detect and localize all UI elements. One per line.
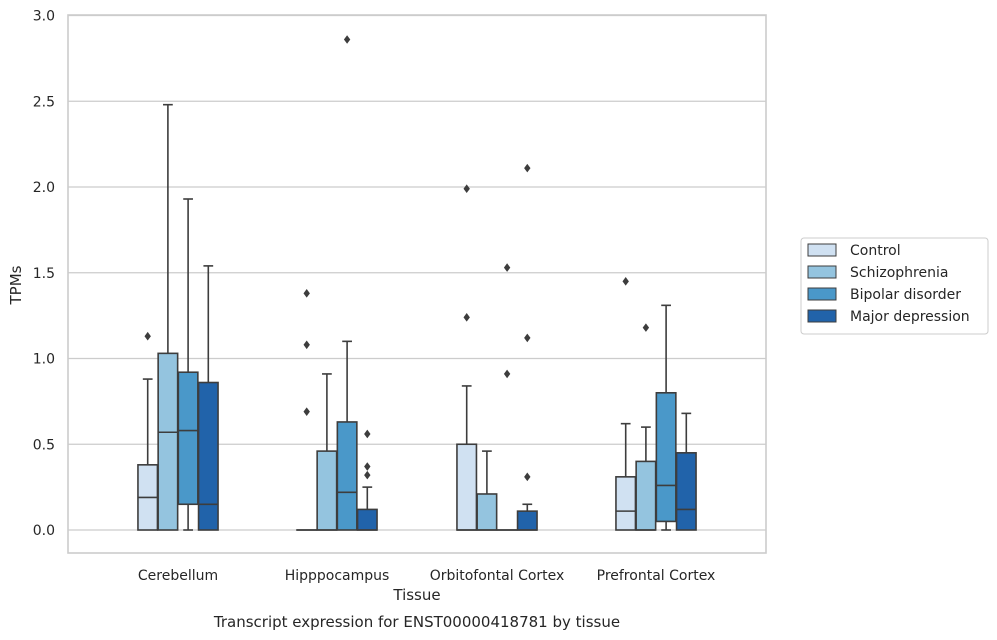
outlier-point — [503, 263, 511, 272]
outlier-point — [463, 313, 470, 322]
y-axis-title: TPMs — [7, 265, 25, 305]
outlier-point — [642, 323, 650, 332]
outlier-point — [364, 429, 371, 439]
box — [157, 352, 179, 531]
outlier-point — [343, 35, 351, 44]
outlier-point — [463, 184, 470, 194]
y-tick-label: 1.5 — [33, 266, 55, 282]
chart-caption: Transcript expression for ENST0000041878… — [213, 613, 620, 631]
box-group — [476, 450, 498, 531]
y-tick-label: 1.0 — [33, 352, 55, 368]
box — [316, 450, 338, 531]
x-tick-label: Prefrontal Cortex — [597, 568, 716, 584]
x-tick-label: Cerebellum — [138, 568, 218, 584]
box — [177, 371, 199, 506]
y-tick-label: 2.5 — [33, 94, 55, 110]
box — [635, 460, 657, 531]
y-tick-label: 2.0 — [33, 180, 55, 196]
y-tick-label: 3.0 — [33, 9, 55, 25]
outlier-point — [303, 289, 310, 298]
outlier-point — [524, 163, 531, 173]
box-group — [635, 323, 657, 531]
x-tick-label: Hipppocampus — [285, 568, 390, 584]
box-group — [296, 289, 318, 531]
box — [476, 493, 498, 531]
outlier-point — [524, 472, 531, 482]
box-group — [356, 429, 378, 531]
box-group — [456, 184, 478, 531]
outlier-point — [144, 331, 151, 341]
legend-swatch — [807, 287, 837, 301]
outlier-point — [303, 407, 310, 416]
box — [197, 381, 219, 531]
outlier-point — [503, 369, 511, 379]
legend-frame — [800, 237, 989, 335]
legend-swatch — [807, 309, 837, 323]
legend-label: Bipolar disorder — [850, 287, 961, 303]
box-group — [316, 373, 338, 531]
y-tick-label: 0.0 — [33, 523, 55, 539]
box — [356, 508, 378, 531]
outlier-point — [622, 277, 629, 286]
legend-label: Control — [850, 243, 901, 259]
legend-label: Major depression — [850, 309, 970, 325]
box-group — [496, 263, 518, 531]
legend: Control Schizophrenia Bipolar disorder Majo… — [800, 237, 989, 335]
plot-area-frame — [67, 14, 767, 554]
box-group — [197, 265, 219, 531]
legend-label: Schizophrenia — [850, 265, 948, 281]
outlier-point — [364, 462, 371, 471]
y-tick-label: 0.5 — [33, 437, 55, 453]
box — [456, 443, 478, 531]
legend-swatch — [807, 265, 837, 279]
box-group — [655, 304, 677, 531]
box — [655, 391, 677, 523]
x-axis-title: Tissue — [392, 586, 440, 604]
box — [336, 421, 358, 531]
box — [516, 510, 538, 531]
box-group — [177, 198, 199, 531]
outlier-point — [303, 340, 310, 350]
box-group — [516, 163, 538, 531]
box-group — [675, 412, 697, 531]
box-group — [336, 35, 358, 531]
box — [615, 476, 637, 531]
y-tick-labels: 0.0 0.5 1.0 1.5 2.0 2.5 3.0 — [33, 9, 55, 540]
box-group — [157, 103, 179, 531]
outlier-point — [524, 333, 531, 343]
x-tick-label: Orbitofontal Cortex — [430, 568, 565, 584]
legend-swatch — [807, 243, 837, 257]
x-tick-labels: Cerebellum Hipppocampus Orbitofontal Corte… — [138, 568, 715, 584]
box-group — [137, 331, 159, 531]
box-group — [615, 277, 637, 531]
boxes — [137, 35, 697, 531]
box — [675, 452, 697, 531]
outlier-point — [364, 470, 371, 480]
